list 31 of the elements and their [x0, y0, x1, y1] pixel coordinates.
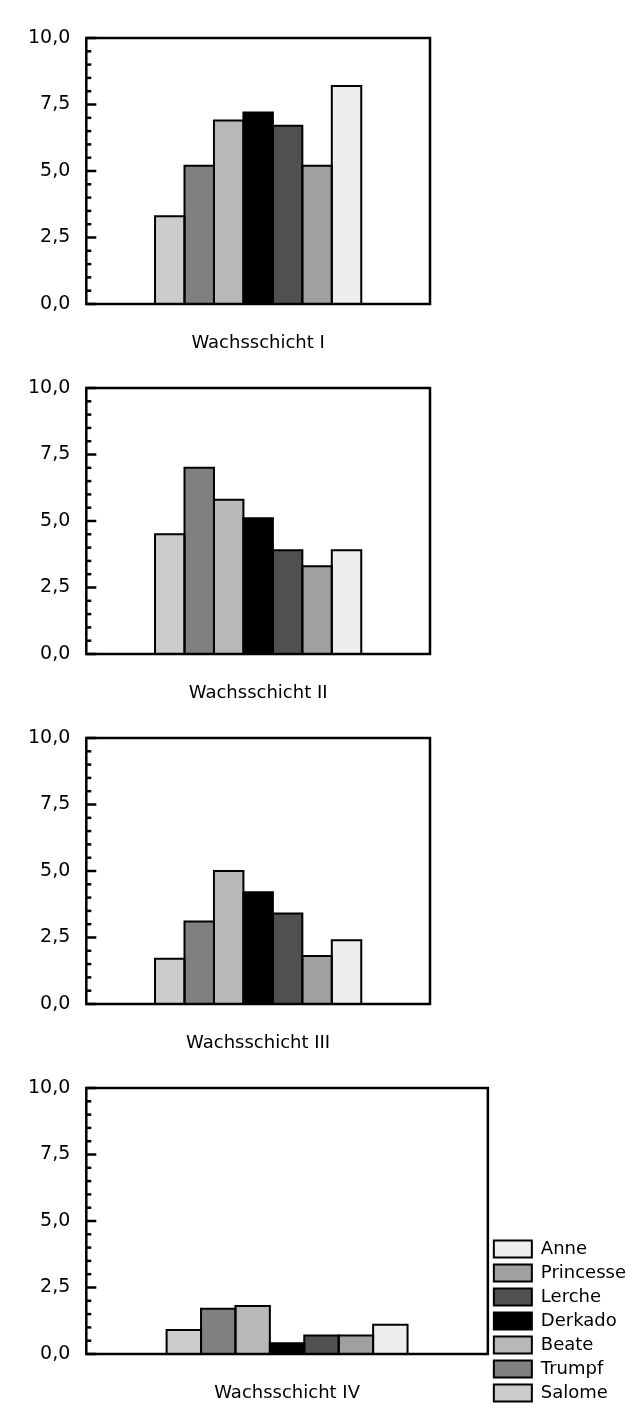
y-tick-label: 2,5 — [40, 1274, 71, 1297]
legend-label: Anne — [540, 1236, 588, 1258]
y-tick-label: 0,0 — [40, 640, 71, 663]
y-tick-label: 7,5 — [40, 91, 71, 114]
legend-label: Derkado — [540, 1308, 617, 1330]
legend-label: Princesse — [540, 1260, 627, 1282]
y-tick-label: 5,0 — [40, 1207, 71, 1230]
x-axis-title: Wachsschicht IV — [214, 1380, 361, 1402]
y-tick-label: 10,0 — [27, 24, 71, 47]
y-tick-label: 2,5 — [40, 224, 71, 247]
y-tick-label: 7,5 — [40, 441, 71, 464]
x-axis-title: Wachsschicht II — [188, 680, 328, 702]
legend-label: Trumpf — [539, 1356, 604, 1378]
y-tick-label: 0,0 — [40, 1340, 71, 1363]
x-axis-title: Wachsschicht III — [186, 1030, 331, 1052]
y-tick-label: 7,5 — [40, 1141, 71, 1164]
y-tick-label: 10,0 — [27, 374, 71, 397]
y-tick-label: 7,5 — [40, 791, 71, 814]
legend-label: Beate — [540, 1332, 594, 1354]
y-tick-label: 2,5 — [40, 924, 71, 947]
y-tick-label: 10,0 — [27, 724, 71, 747]
legend-label: Lerche — [540, 1284, 602, 1306]
y-tick-label: 5,0 — [40, 507, 71, 530]
y-tick-label: 10,0 — [27, 1074, 71, 1097]
y-tick-label: 0,0 — [40, 990, 71, 1013]
y-tick-label: 5,0 — [40, 857, 71, 880]
x-axis-title: Wachsschicht I — [191, 330, 325, 352]
y-tick-label: 5,0 — [40, 157, 71, 180]
y-tick-label: 2,5 — [40, 574, 71, 597]
y-tick-label: 0,0 — [40, 290, 71, 313]
legend-label: Salome — [540, 1380, 608, 1402]
